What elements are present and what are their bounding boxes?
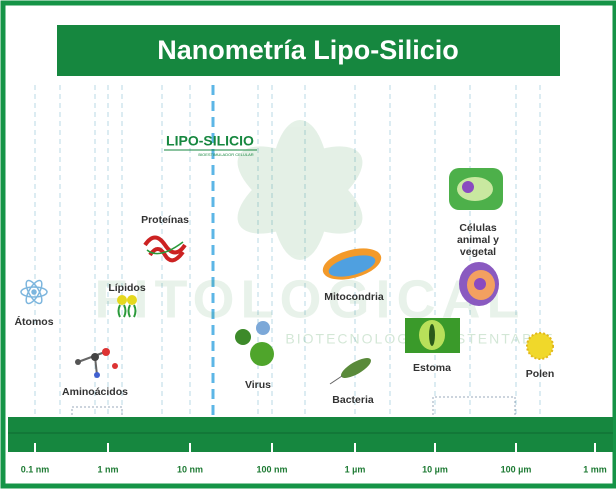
item-label: Estoma xyxy=(413,362,451,374)
item-label: Polen xyxy=(526,368,555,380)
stoma-icon xyxy=(405,318,460,353)
item-label: Lípidos xyxy=(108,282,145,294)
scale-tick-label: 10 nm xyxy=(177,464,203,474)
scale-tick-label: 0.1 nm xyxy=(21,464,50,474)
scale-band xyxy=(8,417,613,452)
logo-subtitle: BIOESTIMULADOR CELULAR xyxy=(198,152,253,157)
infographic: FITOLOGICAL BIOTECNOLOGIA SUSTENTABLE Na… xyxy=(0,0,616,489)
item-label: Células xyxy=(459,222,497,234)
plant-cell-icon xyxy=(449,168,503,210)
scale-tick-label: 1 mm xyxy=(583,464,607,474)
logo-text: LIPO-SILICIO xyxy=(166,133,254,149)
title: Nanometría Lipo-Silicio xyxy=(157,35,459,65)
animal-cell-icon xyxy=(459,262,499,306)
pollen-icon xyxy=(527,333,553,359)
scale-tick-label: 100 µm xyxy=(501,464,532,474)
item-label: Aminoácidos xyxy=(62,386,128,398)
item-label: Átomos xyxy=(14,315,53,328)
scale-tick-label: 1 nm xyxy=(97,464,118,474)
item-label: animal y xyxy=(457,234,499,246)
item-label: Mitocondria xyxy=(324,291,384,303)
scale-tick-label: 10 µm xyxy=(422,464,448,474)
item-label: Virus xyxy=(245,379,271,391)
item-label: vegetal xyxy=(460,246,496,258)
scale-tick-label: 100 nm xyxy=(256,464,287,474)
item-label: Bacteria xyxy=(332,394,374,406)
scale-tick-label: 1 µm xyxy=(345,464,366,474)
item-label: Proteínas xyxy=(141,214,189,226)
